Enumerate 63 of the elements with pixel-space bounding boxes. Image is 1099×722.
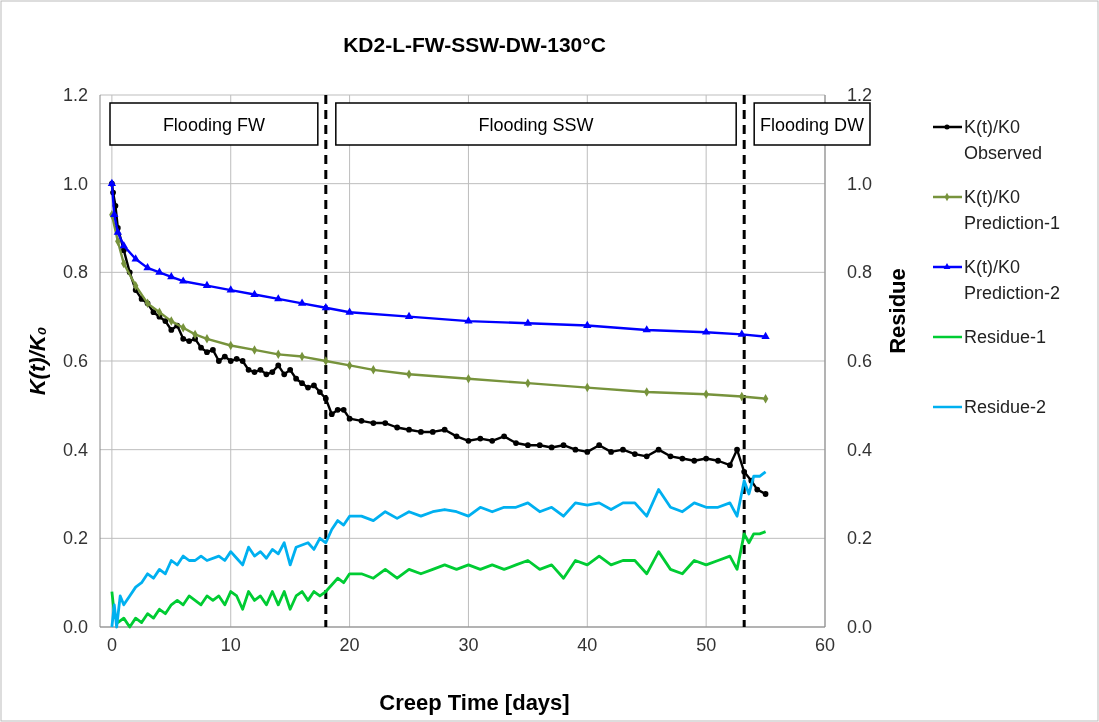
point (297, 298, 307, 306)
point (250, 289, 259, 297)
annotation: Flooding SSW (478, 115, 594, 135)
point (583, 320, 592, 328)
label-box: Flooding SSW (335, 102, 737, 146)
point (119, 240, 128, 249)
y-tick-label: 0.6 (62, 351, 88, 371)
y-axis-title: K(t)/K₀ (25, 326, 50, 396)
x-tick-label: 10 (220, 635, 241, 655)
x-tick-label: 40 (577, 635, 598, 655)
chart-title: KD2-L-FW-SSW-DW-130°C (343, 33, 606, 56)
y-tick-label: 0.0 (62, 617, 88, 637)
point (155, 267, 164, 275)
y-tick-label: 1.2 (62, 85, 88, 105)
point (131, 254, 140, 262)
point (179, 276, 188, 284)
point (113, 227, 122, 235)
x-tick-label: 20 (339, 635, 360, 655)
x-tick-label: 0 (106, 635, 117, 655)
y2-tick-label: 0.2 (847, 528, 873, 549)
y2-tick-label: 1.2 (847, 85, 873, 105)
legend-label: K(t)/K0 Prediction-1 (964, 187, 1061, 233)
point (156, 307, 163, 317)
y-tick-label: 0.4 (62, 439, 88, 460)
point (168, 316, 175, 326)
point (251, 345, 258, 355)
x-tick-label: 50 (696, 635, 717, 655)
point (167, 271, 176, 280)
point (701, 327, 711, 335)
point (202, 280, 212, 289)
x-axis-title: Creep Time [days] (379, 690, 570, 715)
y2-tick-label: 1.0 (847, 173, 873, 194)
point (321, 302, 330, 311)
y2-tick-label: 0.4 (847, 439, 873, 460)
annotation: Flooding FW (162, 115, 265, 135)
y-tick-label: 0.2 (62, 528, 88, 549)
point (274, 294, 283, 302)
point (761, 331, 770, 340)
y2-axis-title: Residue (885, 268, 910, 354)
y2-tick-label: 0.6 (847, 351, 873, 371)
line-series (110, 530, 767, 629)
point (143, 263, 152, 271)
point (404, 311, 414, 320)
point (370, 365, 377, 375)
point (464, 316, 473, 324)
line-series (110, 470, 767, 629)
y-tick-label: 1.0 (62, 173, 88, 194)
y-tick-label: 0.8 (62, 262, 88, 283)
label-box: Flooding DW (753, 102, 871, 146)
legend-label: Residue-2 (964, 397, 1047, 417)
point (643, 387, 650, 397)
legend-label: Residue-1 (964, 327, 1047, 347)
x-tick-label: 30 (458, 635, 479, 655)
label-box: Flooding FW (109, 102, 319, 146)
x-tick-label: 60 (814, 635, 836, 655)
point (737, 329, 746, 337)
y2-tick-label: 0.0 (847, 617, 873, 637)
point (523, 318, 533, 326)
annotation: Flooding DW (760, 115, 865, 135)
legend-label: K(t)/K0 Observed (964, 117, 1043, 163)
y2-tick-label: 0.8 (847, 262, 873, 283)
legend-label: K(t)/K0 Prediction-2 (964, 257, 1061, 303)
point (345, 307, 354, 315)
